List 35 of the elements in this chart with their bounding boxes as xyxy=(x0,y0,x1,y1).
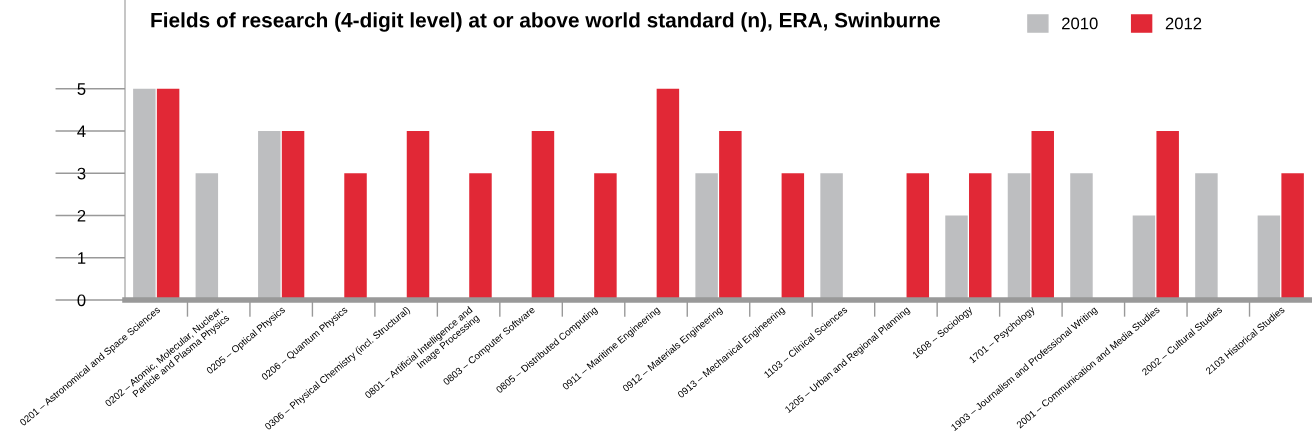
bar xyxy=(945,215,968,300)
bar xyxy=(1007,173,1031,300)
bar xyxy=(594,173,617,300)
bar xyxy=(1281,173,1304,300)
legend-label: 2012 xyxy=(1165,17,1202,30)
bar xyxy=(406,130,430,300)
bar xyxy=(906,173,930,300)
bar xyxy=(1257,215,1281,300)
bar xyxy=(281,130,305,300)
bar xyxy=(1195,173,1218,300)
bar xyxy=(156,88,180,300)
text: Fields of research (4-digit level) at or above world standard (n), ERA, Swinburne xyxy=(151,12,940,32)
bar xyxy=(656,88,680,300)
bar xyxy=(820,173,843,300)
y-tick-label: 1 xyxy=(78,252,86,264)
y-tick-label: 2 xyxy=(77,209,86,222)
legend-label: 2010 xyxy=(1062,17,1098,30)
bar xyxy=(133,88,156,300)
bar xyxy=(344,173,367,300)
bar xyxy=(195,173,219,300)
bar xyxy=(1031,130,1054,300)
bar xyxy=(719,130,742,300)
bar xyxy=(531,130,555,300)
bar xyxy=(969,173,992,300)
y-tick-label: 4 xyxy=(77,125,86,138)
y-tick-label: 0 xyxy=(77,294,86,307)
bar xyxy=(1156,130,1179,300)
y-tick-label: 5 xyxy=(77,83,86,95)
bar xyxy=(695,173,718,300)
y-tick-label: 3 xyxy=(77,167,86,180)
bar xyxy=(1070,173,1093,300)
bar xyxy=(1132,215,1156,300)
bar xyxy=(258,130,281,300)
bar xyxy=(781,173,805,300)
bar xyxy=(469,173,492,300)
